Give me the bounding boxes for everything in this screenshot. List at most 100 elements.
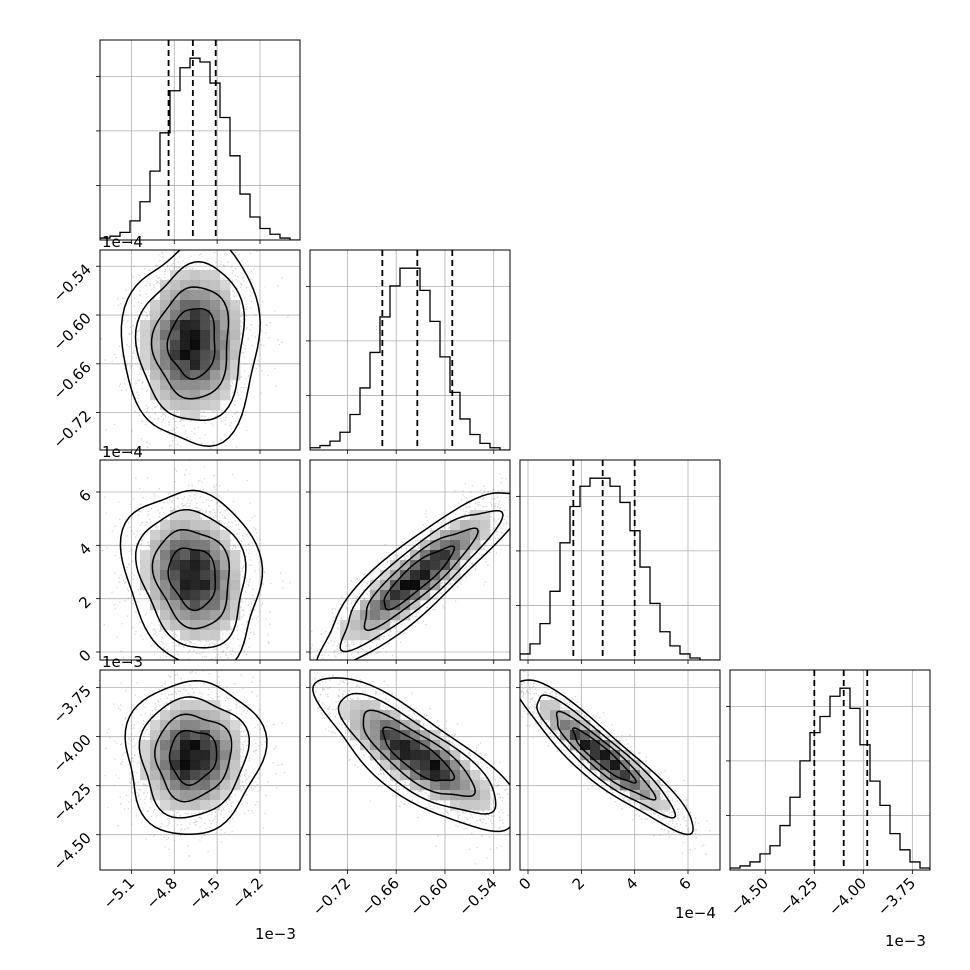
density-cell: [160, 340, 171, 351]
density-cell: [220, 350, 231, 361]
density-cell: [560, 720, 571, 731]
density-cell: [570, 720, 581, 731]
density-cell: [140, 560, 151, 571]
density-cell: [140, 770, 151, 781]
density-cell: [420, 750, 431, 761]
density-cell: [580, 720, 591, 731]
density-cell: [150, 340, 161, 351]
density-cell: [600, 750, 611, 761]
density-cell: [180, 630, 191, 641]
density-cell: [170, 400, 181, 411]
density-cell: [210, 310, 221, 321]
contour-line: [134, 260, 246, 421]
density-cell: [170, 360, 181, 371]
density-cell: [150, 790, 161, 801]
density-cell: [220, 590, 231, 601]
density-cell: [190, 760, 201, 771]
density-cell: [200, 370, 211, 381]
density-cell: [160, 790, 171, 801]
density-cell: [180, 290, 191, 301]
density-cell: [230, 300, 241, 311]
contour-line: [119, 489, 264, 660]
density-cell: [210, 710, 221, 721]
density-cell: [190, 300, 201, 311]
density-cell: [230, 750, 241, 761]
density-cell: [170, 570, 181, 581]
panel-frame: [309, 669, 511, 871]
density-cell: [170, 280, 181, 291]
density-cell: [590, 760, 601, 771]
density-cell: [210, 400, 221, 411]
density-cell: [160, 360, 171, 371]
density-cell: [210, 630, 221, 641]
density-cell: [410, 770, 421, 781]
density-cell: [230, 310, 241, 321]
density-cell: [180, 780, 191, 791]
density-cell: [210, 330, 221, 341]
x-tick-label: −3.75: [874, 874, 919, 919]
density-cell: [140, 760, 151, 771]
density-cell: [650, 800, 661, 811]
density-cell: [590, 750, 601, 761]
density-cell: [200, 780, 211, 791]
density-cell: [160, 600, 171, 611]
density-cell: [230, 770, 241, 781]
density-cell: [370, 730, 381, 741]
density-content: [104, 670, 286, 857]
density-content: [520, 670, 711, 855]
density-cell: [170, 710, 181, 721]
density-cell: [190, 360, 201, 371]
density-cell: [150, 590, 161, 601]
density-cell: [160, 550, 171, 561]
density-cell: [380, 590, 391, 601]
density-cell: [390, 600, 401, 611]
density-cell: [230, 330, 241, 341]
density-cell: [230, 720, 241, 731]
density-cell: [430, 760, 441, 771]
density-cell: [340, 710, 351, 721]
density-cell: [200, 800, 211, 811]
density-cell: [160, 530, 171, 541]
density-cell: [450, 780, 461, 791]
density-cell: [410, 590, 421, 601]
density-cell: [170, 560, 181, 571]
density-cell: [430, 770, 441, 781]
density-cell: [150, 300, 161, 311]
density-cell: [200, 400, 211, 411]
density-cell: [220, 360, 231, 371]
density-cell: [220, 310, 231, 321]
density-cell: [480, 530, 491, 541]
density-cell: [470, 790, 481, 801]
density-cell: [620, 780, 631, 791]
contour-line: [166, 308, 216, 380]
density-cell: [200, 280, 211, 291]
density-cell: [440, 750, 451, 761]
density-cell: [190, 550, 201, 561]
density-cell: [390, 740, 401, 751]
density-cell: [190, 770, 201, 781]
density-cell: [160, 770, 171, 781]
density-cell: [180, 700, 191, 711]
contour-line: [168, 729, 218, 786]
density-cell: [220, 340, 231, 351]
contour-line: [383, 545, 456, 611]
density-cell: [430, 790, 441, 801]
density-cell: [230, 730, 241, 741]
density-cell: [200, 340, 211, 351]
x-offset-label: 1e−3: [885, 932, 926, 950]
density-cell: [200, 610, 211, 621]
density-cell: [220, 780, 231, 791]
x-tick-label: 2: [569, 874, 588, 893]
density-cell: [550, 720, 561, 731]
density-cell: [150, 570, 161, 581]
density-cell: [200, 750, 211, 761]
panel-frame: [519, 669, 721, 871]
density-cell: [390, 570, 401, 581]
x-tick-label: −4.00: [825, 874, 870, 919]
density-cell: [660, 800, 671, 811]
contour-line: [339, 509, 504, 653]
density-cell: [410, 730, 421, 741]
density-cell: [170, 760, 181, 771]
density-cell: [140, 740, 151, 751]
density-cell: [180, 540, 191, 551]
